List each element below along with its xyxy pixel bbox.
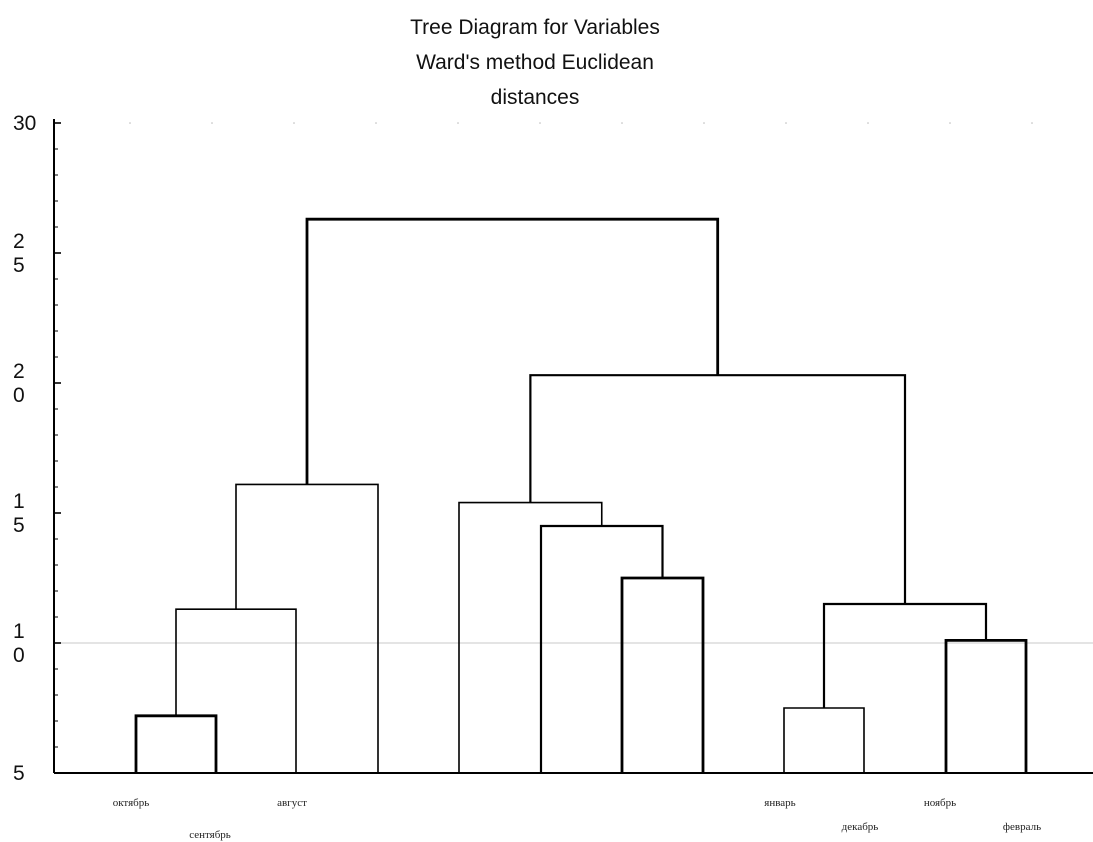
dendrogram-link xyxy=(458,501,603,773)
leaf-label: февраль xyxy=(1003,821,1041,833)
top-grid-dot xyxy=(1031,122,1033,124)
y-tick-label: 0 xyxy=(13,644,25,667)
dendrogram-link xyxy=(783,707,865,773)
top-grid-dot xyxy=(293,122,295,124)
dendrogram-link xyxy=(134,714,218,773)
leaf-label: январь xyxy=(764,797,795,809)
dendrogram-link xyxy=(944,639,1028,773)
y-tick-label: 5 xyxy=(13,514,25,537)
dendrogram-link xyxy=(305,217,720,485)
top-grid-dot xyxy=(457,122,459,124)
dendrogram-link xyxy=(235,483,379,773)
y-tick-label: 30 xyxy=(13,112,36,135)
y-tick-label: 1 xyxy=(13,620,25,643)
top-grid-dot xyxy=(949,122,951,124)
chart-title-line-3: distances xyxy=(490,86,580,109)
dendrogram-link xyxy=(175,608,297,773)
chart-title-line-2: Ward's method Euclidean xyxy=(416,51,654,74)
leaf-label: декабрь xyxy=(842,821,879,833)
leaf-label: ноябрь xyxy=(924,797,956,809)
chart-title-line-1: Tree Diagram for Variables xyxy=(410,16,660,39)
dendrogram-link xyxy=(529,374,907,604)
leaf-label: октябрь xyxy=(113,797,150,809)
y-tick-label: 2 xyxy=(13,230,25,253)
leaf-label: август xyxy=(277,797,307,809)
top-grid-dot xyxy=(129,122,131,124)
top-grid-dot xyxy=(375,122,377,124)
leaf-label: сентябрь xyxy=(189,829,231,841)
top-grid-dot xyxy=(867,122,869,124)
dendrogram-link xyxy=(539,524,664,773)
y-tick-label: 5 xyxy=(13,254,25,277)
dendrogram-link xyxy=(620,576,705,773)
y-tick-label: 2 xyxy=(13,360,25,383)
dendrogram-link xyxy=(822,602,988,708)
top-grid-dot xyxy=(785,122,787,124)
top-grid-dot xyxy=(211,122,213,124)
y-tick-label: 1 xyxy=(13,490,25,513)
top-grid-dot xyxy=(539,122,541,124)
y-tick-label: 5 xyxy=(13,762,25,785)
top-grid-dot xyxy=(703,122,705,124)
y-tick-label: 0 xyxy=(13,384,25,407)
top-grid-dot xyxy=(621,122,623,124)
